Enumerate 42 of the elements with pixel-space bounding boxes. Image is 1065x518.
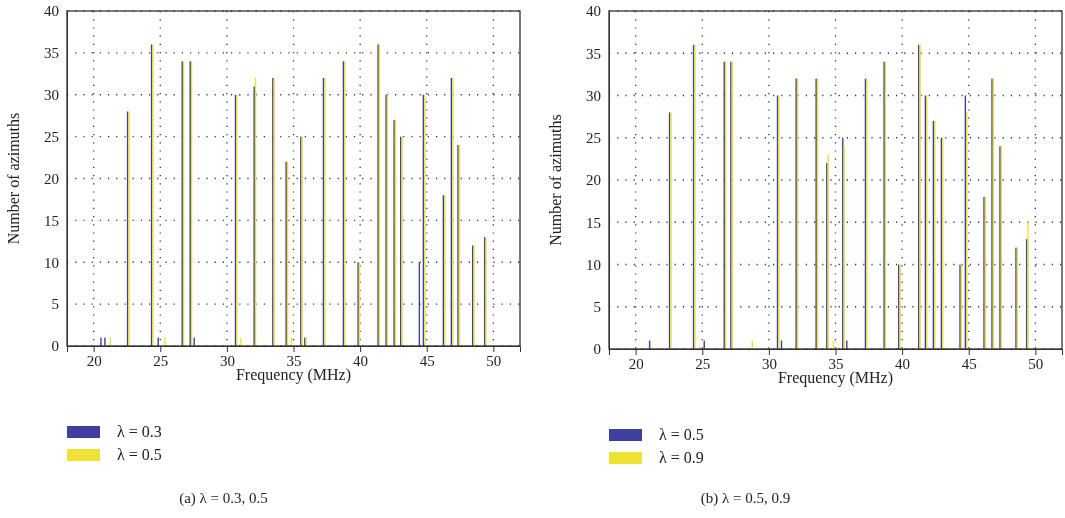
- y-tick-label: 15: [586, 214, 601, 231]
- x-axis-title: Frequency (MHz): [235, 366, 352, 384]
- x-tick-label: 25: [695, 355, 711, 372]
- text: (b) λ = 0.5, 0.9: [700, 490, 791, 507]
- x-tick-label: 50: [486, 352, 502, 369]
- x-tick-label: 40: [895, 355, 911, 372]
- x-tick-label: 35: [286, 352, 302, 369]
- y-tick-label: 40: [586, 3, 601, 20]
- y-tick-label: 0: [593, 341, 601, 358]
- y-axis-title: Number of azimuths: [547, 114, 564, 246]
- x-tick-label: 20: [86, 352, 102, 369]
- x-axis-title: Frequency (MHz): [777, 369, 894, 387]
- y-tick-label: 5: [51, 296, 59, 313]
- y-tick-label: 0: [51, 338, 59, 355]
- x-tick-label: 45: [961, 355, 977, 372]
- y-tick-label: 10: [44, 254, 59, 271]
- y-tick-label: 35: [44, 45, 59, 62]
- x-tick-label: 20: [628, 355, 644, 372]
- text: (a) λ = 0.3, 0.5: [179, 490, 268, 507]
- y-tick-label: 20: [44, 170, 59, 187]
- x-tick-label: 30: [761, 355, 777, 372]
- y-tick-label: 30: [586, 87, 601, 104]
- y-tick-label: 15: [44, 212, 59, 229]
- y-tick-label: 25: [586, 130, 601, 147]
- y-tick-label: 25: [44, 128, 59, 145]
- x-tick-label: 35: [828, 355, 844, 372]
- legend-label: λ = 0.3: [117, 423, 162, 440]
- y-tick-label: 40: [44, 3, 59, 20]
- x-tick-label: 50: [1028, 355, 1044, 372]
- y-axis-title: Number of azimuths: [5, 112, 22, 245]
- y-tick-label: 35: [586, 45, 601, 62]
- x-tick-label: 30: [219, 352, 235, 369]
- legend-label: λ = 0.9: [659, 449, 704, 466]
- x-tick-label: 25: [153, 352, 169, 369]
- legend-label: λ = 0.5: [659, 426, 704, 443]
- y-tick-label: 10: [586, 256, 601, 273]
- legend-label: λ = 0.5: [117, 446, 162, 463]
- x-tick-label: 45: [419, 352, 435, 369]
- y-tick-label: 5: [593, 299, 601, 316]
- y-tick-label: 30: [44, 87, 59, 104]
- x-tick-label: 40: [353, 352, 369, 369]
- y-tick-label: 20: [586, 172, 601, 189]
